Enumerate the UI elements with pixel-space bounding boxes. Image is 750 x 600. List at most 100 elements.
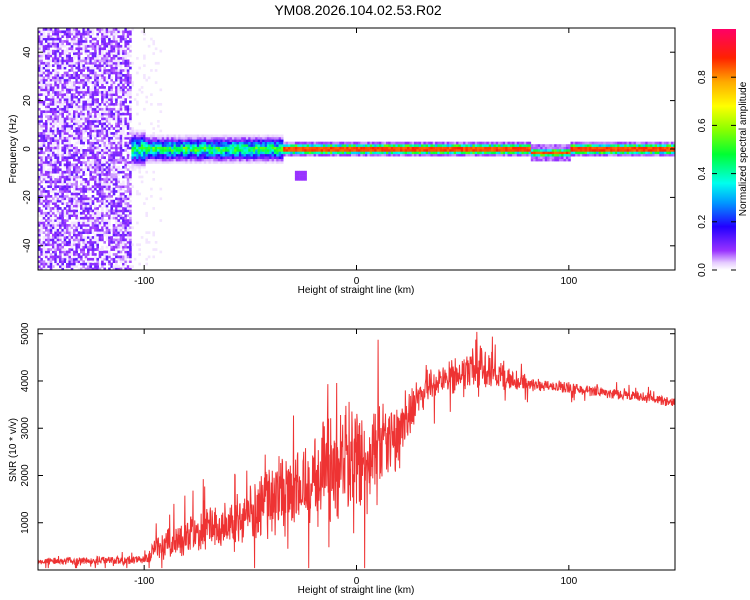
heatmap-cell	[607, 144, 611, 147]
heatmap-cell	[110, 228, 113, 232]
heatmap-cell	[131, 168, 134, 172]
heatmap-cell	[40, 88, 43, 92]
heatmap-cell	[178, 161, 181, 164]
heatmap-cell	[150, 136, 153, 140]
heatmap-cell	[84, 30, 88, 34]
heatmap-cell	[52, 69, 55, 72]
heatmap-cell	[192, 153, 195, 157]
heatmap-cell	[117, 78, 120, 82]
heatmap-cell	[129, 216, 132, 220]
heatmap-cell	[122, 195, 125, 198]
heatmap-cell	[117, 124, 120, 128]
heatmap-cell	[59, 257, 62, 261]
heatmap-cell	[42, 44, 46, 48]
heatmap-cell	[150, 139, 153, 142]
heatmap-cell	[87, 165, 90, 169]
heatmap-cell	[145, 141, 148, 145]
heatmap-cell	[82, 204, 85, 208]
heatmap-cell	[124, 197, 127, 201]
heatmap-cell	[194, 151, 198, 155]
heatmap-cell	[117, 120, 120, 123]
heatmap-cell	[234, 146, 237, 150]
heatmap-cell	[206, 153, 209, 157]
heatmap-cell	[77, 224, 81, 227]
heatmap-cell	[94, 78, 97, 82]
heatmap-cell	[551, 151, 555, 155]
heatmap-cell	[400, 146, 403, 150]
heatmap-cell	[119, 71, 123, 75]
heatmap-cell	[143, 76, 146, 80]
heatmap-cell	[49, 146, 53, 150]
heatmap-cell	[437, 146, 440, 150]
heatmap-cell	[77, 64, 81, 67]
heatmap-cell	[124, 209, 127, 213]
heatmap-cell	[73, 221, 76, 225]
heatmap-cell	[75, 260, 78, 263]
heatmap-cell	[98, 112, 102, 116]
heatmap-cell	[133, 165, 137, 169]
heatmap-cell	[103, 40, 106, 43]
heatmap-cell	[101, 120, 104, 123]
heatmap-cell	[294, 146, 298, 150]
heatmap-cell	[533, 156, 536, 159]
heatmap-cell	[63, 236, 67, 239]
heatmap-cell	[56, 204, 60, 208]
heatmap-cell	[103, 28, 106, 31]
heatmap-cell	[63, 44, 67, 48]
heatmap-cell	[243, 151, 247, 155]
heatmap-cell	[150, 156, 153, 159]
heatmap-cell	[248, 153, 251, 157]
heatmap-cell	[117, 71, 120, 75]
heatmap-cell	[635, 144, 639, 147]
heatmap-cell	[59, 129, 62, 133]
heatmap-cell	[119, 161, 123, 164]
heatmap-cell	[38, 127, 41, 130]
heatmap-cell	[82, 66, 85, 70]
heatmap-cell	[68, 78, 71, 82]
heatmap-cell	[136, 243, 139, 247]
heatmap-cell	[77, 132, 81, 135]
heatmap-cell	[40, 66, 43, 70]
heatmap-cell	[509, 141, 513, 145]
heatmap-cell	[152, 52, 155, 55]
heatmap-cell	[173, 161, 177, 164]
heatmap-cell	[115, 175, 118, 179]
heatmap-cell	[47, 185, 50, 188]
heatmap-cell	[334, 149, 338, 152]
heatmap-cell	[131, 151, 134, 155]
heatmap-cell	[409, 141, 412, 145]
heatmap-cell	[115, 173, 118, 176]
heatmap-cell	[61, 173, 64, 176]
heatmap-cell	[75, 158, 78, 162]
heatmap-cell	[227, 153, 230, 157]
heatmap-cell	[502, 141, 506, 145]
heatmap-cell	[61, 40, 64, 43]
heatmap-cell	[42, 37, 46, 41]
heatmap-cell	[248, 136, 251, 140]
heatmap-cell	[194, 136, 198, 140]
heatmap-cell	[131, 185, 134, 188]
heatmap-cell	[138, 146, 141, 150]
heatmap-cell	[124, 136, 127, 140]
heatmap-cell	[201, 156, 205, 159]
heatmap-cell	[584, 141, 588, 145]
heatmap-cell	[119, 81, 123, 84]
heatmap-cell	[45, 238, 48, 242]
heatmap-cell	[82, 197, 85, 201]
heatmap-cell	[533, 149, 536, 152]
heatmap-cell	[52, 224, 55, 227]
heatmap-cell	[409, 144, 412, 147]
heatmap-cell	[280, 158, 284, 162]
heatmap-cell	[645, 149, 648, 152]
heatmap-cell	[173, 146, 177, 150]
heatmap-cell	[59, 185, 62, 188]
heatmap-cell	[96, 90, 99, 94]
heatmap-cell	[575, 153, 578, 157]
heatmap-cell	[201, 158, 205, 162]
heatmap-cell	[80, 195, 83, 198]
heatmap-cell	[96, 40, 99, 43]
heatmap-cell	[66, 253, 69, 256]
heatmap-cell	[439, 151, 443, 155]
heatmap-cell	[383, 153, 387, 157]
heatmap-cell	[82, 236, 85, 239]
